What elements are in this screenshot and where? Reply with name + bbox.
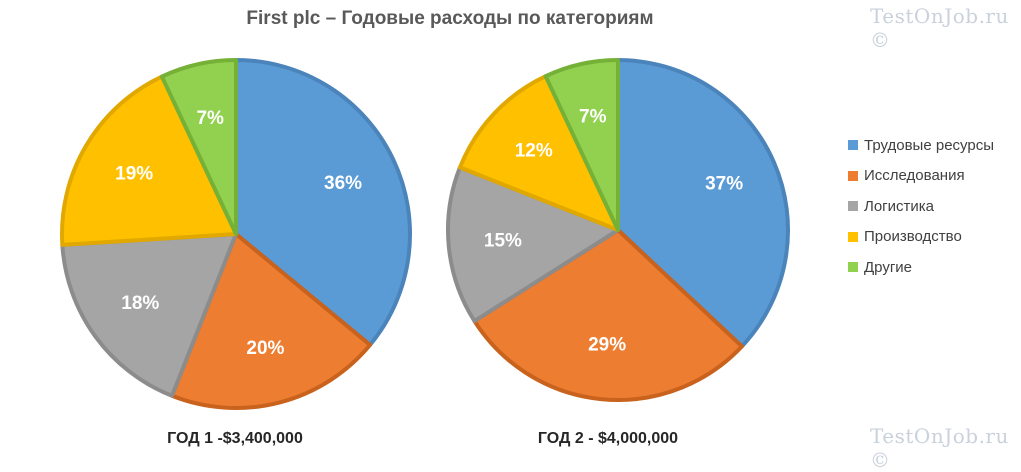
pie-slice-y2-production: [457, 74, 620, 232]
data-label-y2-logistics: 15%: [484, 230, 522, 251]
legend-label: Логистика: [864, 197, 935, 215]
data-label-y1-logistics: 18%: [121, 293, 159, 314]
pie-chart-year-1: 36% 20% 18% 19% 7%: [60, 58, 412, 410]
pie-slice-y2-labor: [616, 58, 790, 349]
legend: Трудовые ресурсы Исследования Логистика Про…: [848, 130, 994, 283]
legend-item-logistics: Логистика: [848, 191, 994, 222]
pie-chart-year-2: 37% 29% 15% 12% 7%: [446, 58, 790, 402]
data-label-y2-production: 12%: [515, 140, 553, 161]
pie-slice-y1-labor: [234, 58, 412, 347]
pie-slice-y2-other: [543, 58, 620, 232]
pie-slice-y1-research: [169, 232, 373, 410]
watermark-top: TestOnJob.ru ©: [870, 4, 1009, 52]
data-label-y2-other: 7%: [579, 107, 607, 128]
legend-label: Другие: [864, 258, 913, 276]
legend-label: Трудовые ресурсы: [864, 136, 994, 154]
chart-title: First plc – Годовые расходы по категория…: [246, 8, 654, 29]
data-label-y1-production: 19%: [115, 163, 153, 184]
legend-item-production: Производство: [848, 222, 994, 253]
legend-item-other: Другие: [848, 252, 994, 283]
data-label-y2-research: 29%: [588, 335, 626, 356]
data-label-y1-research: 20%: [246, 338, 284, 359]
pie-slice-y1-other: [159, 58, 238, 236]
pie-caption-year-1: ГОД 1 -$3,400,000: [167, 430, 303, 447]
legend-swatch: [848, 231, 858, 242]
pie-slice-y1-production: [60, 74, 238, 247]
legend-swatch: [848, 262, 858, 273]
watermark-bottom: TestOnJob.ru ©: [870, 424, 1009, 472]
pie-slice-y2-research: [472, 228, 744, 402]
legend-swatch: [848, 140, 858, 151]
pie-slice-y2-logistics: [446, 165, 620, 324]
legend-swatch: [848, 201, 858, 212]
legend-label: Производство: [864, 228, 962, 246]
pie-caption-year-2: ГОД 2 - $4,000,000: [537, 430, 679, 447]
data-label-y2-labor: 37%: [705, 174, 743, 195]
legend-item-research: Исследования: [848, 161, 994, 192]
legend-swatch: [848, 170, 858, 181]
data-label-y1-other: 7%: [196, 108, 224, 129]
legend-item-labor: Трудовые ресурсы: [848, 130, 994, 161]
pie-slice-y1-logistics: [60, 232, 238, 398]
data-label-y1-labor: 36%: [324, 173, 362, 194]
legend-label: Исследования: [864, 167, 965, 185]
